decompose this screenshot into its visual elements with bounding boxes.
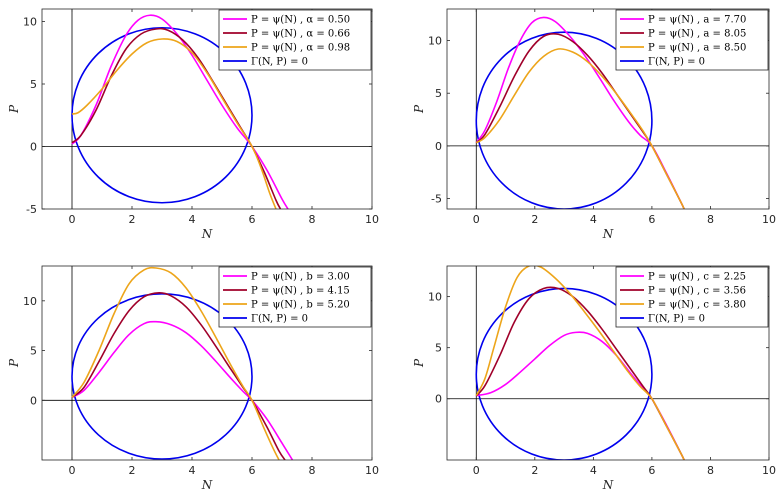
x-tick-label: 8: [707, 464, 714, 477]
legend-box: [218, 266, 372, 328]
x-tick-label: 6: [648, 213, 655, 226]
series-line-3: [71, 266, 280, 460]
y-tick-label: 5: [435, 342, 442, 355]
x-tick-label: 10: [365, 213, 379, 226]
series-line-3: [71, 38, 277, 209]
y-axis-label: P: [412, 358, 426, 368]
legend-entry-label: Γ(N, P) = 0: [648, 314, 705, 325]
y-axis-label: P: [7, 358, 21, 368]
x-tick-label: 2: [531, 464, 538, 477]
axes-box: [41, 265, 373, 461]
axes-box: [41, 8, 373, 210]
y-axis-label: P: [7, 104, 21, 114]
legend-entry-label: P = ψ(N) , α = 0.98: [251, 43, 350, 54]
x-tick-label: 4: [189, 464, 196, 477]
legend-entry-label: P = ψ(N) , c = 3.56: [648, 286, 746, 297]
y-tick-label: -5: [26, 203, 37, 216]
legend-entry-label: P = ψ(N) , c = 2.25: [648, 272, 746, 283]
x-axis-label: N: [201, 478, 213, 492]
x-tick-label: 0: [473, 213, 480, 226]
x-tick-label: 8: [309, 213, 316, 226]
legend-entry-label: Γ(N, P) = 0: [251, 57, 308, 68]
y-tick-label: 10: [428, 35, 442, 48]
x-tick-label: 4: [189, 213, 196, 226]
x-tick-label: 6: [249, 464, 256, 477]
x-tick-label: 6: [249, 213, 256, 226]
legend-box: [615, 266, 769, 328]
x-tick-label: 2: [531, 213, 538, 226]
series-line-1: [71, 320, 294, 460]
x-tick-label: 0: [69, 213, 76, 226]
y-tick-label: 0: [30, 394, 37, 407]
y-tick-label: 5: [30, 345, 37, 358]
y-tick-label: 5: [435, 87, 442, 100]
legend: P = ψ(N) , α = 0.50 P = ψ(N) , α = 0.66 P …: [218, 9, 372, 71]
legend-entry-label: P = ψ(N) , a = 8.50: [648, 43, 746, 54]
legend-box: [218, 9, 372, 71]
legend: P = ψ(N) , a = 7.70 P = ψ(N) , a = 8.05 P …: [615, 9, 769, 71]
legend-entry-label: Γ(N, P) = 0: [251, 314, 308, 325]
y-tick-label: 10: [23, 295, 37, 308]
gamma-ellipse: [71, 26, 253, 204]
legend-entry-label: P = ψ(N) , b = 5.20: [251, 300, 350, 311]
series-line-3: [475, 266, 685, 460]
legend-entry-label: P = ψ(N) , c = 3.80: [648, 300, 746, 311]
y-tick-label: 0: [435, 140, 442, 153]
y-tick-label: -5: [431, 192, 442, 205]
y-tick-label: 10: [428, 291, 442, 304]
x-axis-label: N: [201, 227, 213, 241]
series-line-1: [476, 331, 685, 460]
x-tick-label: 8: [707, 213, 714, 226]
gamma-ellipse: [71, 293, 253, 460]
legend-box: [615, 9, 769, 71]
series-line-3: [475, 48, 685, 209]
gamma-ellipse: [475, 31, 653, 209]
x-tick-label: 0: [473, 464, 480, 477]
axes-box: [446, 265, 770, 461]
x-tick-label: 4: [590, 213, 597, 226]
x-tick-label: 8: [309, 464, 316, 477]
y-axis-label: P: [412, 104, 426, 114]
legend: P = ψ(N) , c = 2.25 P = ψ(N) , c = 3.56 P …: [615, 266, 769, 328]
legend-entry-label: P = ψ(N) , α = 0.66: [251, 29, 350, 40]
legend-entry-label: P = ψ(N) , a = 8.05: [648, 29, 746, 40]
x-tick-label: 0: [69, 464, 76, 477]
x-axis-label: N: [602, 227, 614, 241]
legend-entry-label: P = ψ(N) , b = 3.00: [251, 272, 350, 283]
x-tick-label: 10: [365, 464, 379, 477]
legend-entry-label: P = ψ(N) , α = 0.50: [251, 15, 350, 26]
legend: P = ψ(N) , b = 3.00 P = ψ(N) , b = 4.15 P …: [218, 266, 372, 328]
x-tick-label: 6: [648, 464, 655, 477]
y-tick-label: 0: [435, 393, 442, 406]
x-tick-label: 4: [590, 464, 597, 477]
axes-box: [446, 8, 770, 210]
y-tick-label: 0: [30, 141, 37, 154]
x-tick-label: 10: [762, 213, 776, 226]
legend-entry-label: Γ(N, P) = 0: [648, 57, 705, 68]
series-line-1: [71, 14, 289, 209]
legend-entry-label: P = ψ(N) , b = 4.15: [251, 286, 350, 297]
x-tick-label: 2: [129, 464, 136, 477]
x-axis-label: N: [602, 478, 614, 492]
y-tick-label: 5: [30, 78, 37, 91]
legend-entry-label: P = ψ(N) , a = 7.70: [648, 15, 746, 26]
y-tick-label: 10: [23, 16, 37, 29]
x-tick-label: 2: [129, 213, 136, 226]
x-tick-label: 10: [762, 464, 776, 477]
